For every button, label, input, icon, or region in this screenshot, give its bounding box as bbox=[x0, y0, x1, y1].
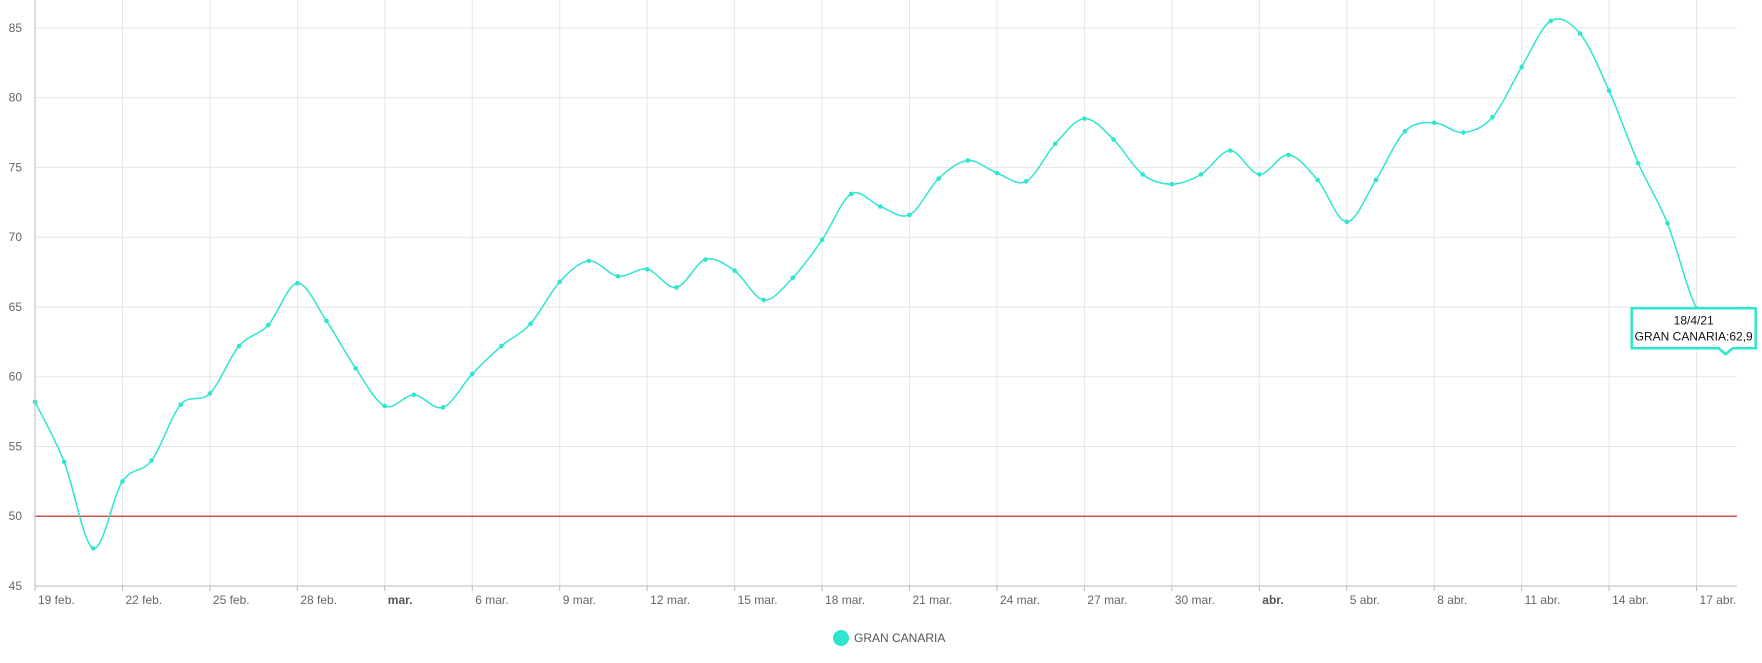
data-point[interactable] bbox=[994, 170, 1000, 176]
data-point[interactable] bbox=[848, 191, 854, 197]
y-tick-label: 55 bbox=[9, 439, 23, 453]
x-tick-label: 25 feb. bbox=[213, 593, 250, 607]
data-point[interactable] bbox=[61, 459, 67, 465]
data-point[interactable] bbox=[1606, 88, 1612, 93]
data-point[interactable] bbox=[382, 403, 388, 409]
data-point[interactable] bbox=[207, 391, 213, 396]
x-tick-label: 5 abr. bbox=[1350, 593, 1380, 607]
data-point[interactable] bbox=[1519, 64, 1524, 70]
x-tick-label: 11 abr. bbox=[1525, 593, 1561, 607]
data-point[interactable] bbox=[1140, 172, 1145, 177]
data-point[interactable] bbox=[91, 546, 96, 551]
data-point[interactable] bbox=[440, 405, 446, 410]
data-point[interactable] bbox=[703, 257, 708, 262]
x-tick-label: 24 mar. bbox=[1000, 593, 1040, 607]
y-tick-label: 75 bbox=[9, 160, 23, 174]
x-tick-label: 30 mar. bbox=[1175, 593, 1215, 607]
data-point[interactable] bbox=[761, 297, 767, 303]
data-point[interactable] bbox=[1111, 137, 1116, 142]
y-tick-label: 60 bbox=[9, 370, 23, 384]
tooltip-value: GRAN CANARIA:62,9 bbox=[1635, 329, 1753, 343]
data-point[interactable] bbox=[1548, 18, 1554, 24]
data-point[interactable] bbox=[1635, 160, 1641, 166]
x-tick-label: 6 mar. bbox=[475, 593, 508, 607]
data-point[interactable] bbox=[1023, 179, 1029, 184]
data-point[interactable] bbox=[353, 366, 358, 371]
data-point[interactable] bbox=[1257, 172, 1262, 177]
data-point[interactable] bbox=[149, 458, 154, 463]
x-tick-label: 14 abr. bbox=[1612, 593, 1649, 607]
x-tick-label: 21 mar. bbox=[913, 593, 953, 607]
data-point[interactable] bbox=[644, 266, 650, 272]
data-point[interactable] bbox=[469, 371, 475, 377]
y-tick-label: 85 bbox=[9, 21, 23, 35]
legend-marker[interactable] bbox=[833, 630, 849, 646]
x-tick-label: 19 feb. bbox=[38, 593, 75, 607]
y-tick-label: 65 bbox=[9, 300, 23, 314]
data-point[interactable] bbox=[1227, 148, 1233, 153]
data-point[interactable] bbox=[324, 318, 329, 324]
data-point[interactable] bbox=[1665, 220, 1670, 226]
tooltip-box bbox=[1630, 307, 1757, 356]
axes: 45 50 55 60 65 70 75 80 85 19 feb. 22 feb. 25 feb. 2… bbox=[9, 0, 1737, 607]
data-point[interactable] bbox=[178, 402, 184, 407]
data-point[interactable] bbox=[1373, 177, 1379, 183]
data-point[interactable] bbox=[1461, 130, 1466, 135]
data-point[interactable] bbox=[732, 268, 737, 273]
data-point[interactable] bbox=[295, 280, 300, 286]
data-point[interactable] bbox=[236, 343, 242, 349]
tooltip-date: 18/4/21 bbox=[1674, 313, 1714, 327]
data-point[interactable] bbox=[1169, 181, 1175, 187]
data-point[interactable] bbox=[411, 392, 417, 398]
y-tick-label: 70 bbox=[9, 230, 23, 244]
data-point[interactable] bbox=[557, 279, 562, 285]
x-tick-label: 15 mar. bbox=[738, 593, 778, 607]
data-point[interactable] bbox=[265, 322, 271, 328]
data-point[interactable] bbox=[965, 158, 971, 163]
data-point[interactable] bbox=[790, 275, 796, 280]
data-point[interactable] bbox=[1286, 152, 1291, 158]
y-tick-label: 80 bbox=[9, 91, 23, 105]
data-point[interactable] bbox=[907, 212, 912, 218]
data-point[interactable] bbox=[120, 479, 125, 484]
x-tick-label: 12 mar. bbox=[650, 593, 690, 607]
data-point[interactable] bbox=[819, 237, 825, 243]
x-tick-label: 27 mar. bbox=[1087, 593, 1127, 607]
y-tick-label: 50 bbox=[9, 509, 23, 523]
data-point[interactable] bbox=[1082, 116, 1087, 121]
legend[interactable]: GRAN CANARIA bbox=[833, 630, 945, 646]
grid bbox=[35, 0, 1737, 587]
data-point[interactable] bbox=[615, 273, 621, 279]
x-tick-label: mar. bbox=[388, 593, 413, 607]
series-layer bbox=[32, 18, 1728, 551]
x-tick-label: 18 mar. bbox=[825, 593, 865, 607]
data-point[interactable] bbox=[1402, 128, 1408, 134]
data-point[interactable] bbox=[1052, 141, 1058, 147]
data-point[interactable] bbox=[1344, 219, 1350, 225]
data-point[interactable] bbox=[1198, 172, 1204, 177]
data-point[interactable] bbox=[499, 343, 504, 349]
x-tick-label: abr. bbox=[1262, 593, 1283, 607]
series-line-gran-canaria bbox=[34, 18, 1727, 550]
data-point[interactable] bbox=[674, 285, 679, 290]
data-point[interactable] bbox=[936, 176, 941, 181]
data-point[interactable] bbox=[878, 204, 883, 209]
data-point[interactable] bbox=[1315, 177, 1320, 183]
legend-label[interactable]: GRAN CANARIA bbox=[854, 631, 945, 645]
y-tick-label: 45 bbox=[9, 579, 23, 593]
data-point[interactable] bbox=[1431, 120, 1437, 126]
x-tick-label: 9 mar. bbox=[563, 593, 596, 607]
x-tick-label: 22 feb. bbox=[125, 593, 162, 607]
data-point[interactable] bbox=[1577, 31, 1583, 36]
x-tick-label: 8 abr. bbox=[1437, 593, 1467, 607]
tooltip: 18/4/21 GRAN CANARIA:62,9 bbox=[1630, 307, 1757, 356]
data-point[interactable] bbox=[586, 258, 592, 264]
x-tick-label: 28 feb. bbox=[300, 593, 337, 607]
x-tick-label: 17 abr. bbox=[1700, 593, 1737, 607]
data-point[interactable] bbox=[1490, 114, 1495, 120]
data-point[interactable] bbox=[528, 321, 533, 326]
